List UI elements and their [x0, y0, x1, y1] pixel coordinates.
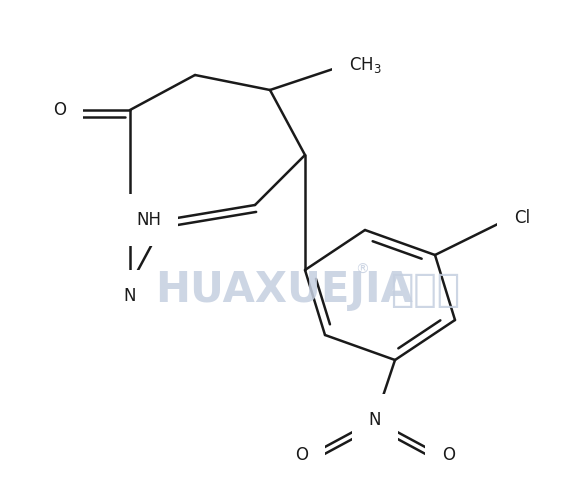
Text: CH$_3$: CH$_3$ [349, 55, 382, 75]
Text: O: O [442, 446, 455, 464]
Text: ®: ® [355, 263, 369, 277]
Text: O: O [295, 446, 308, 464]
Text: 化学加: 化学加 [390, 271, 460, 309]
Text: Cl: Cl [514, 209, 530, 227]
Text: NH: NH [136, 211, 161, 229]
Text: N: N [369, 411, 381, 429]
Text: N: N [124, 287, 136, 305]
Text: O: O [53, 101, 66, 119]
Text: HUAXUEJIA: HUAXUEJIA [155, 269, 413, 311]
